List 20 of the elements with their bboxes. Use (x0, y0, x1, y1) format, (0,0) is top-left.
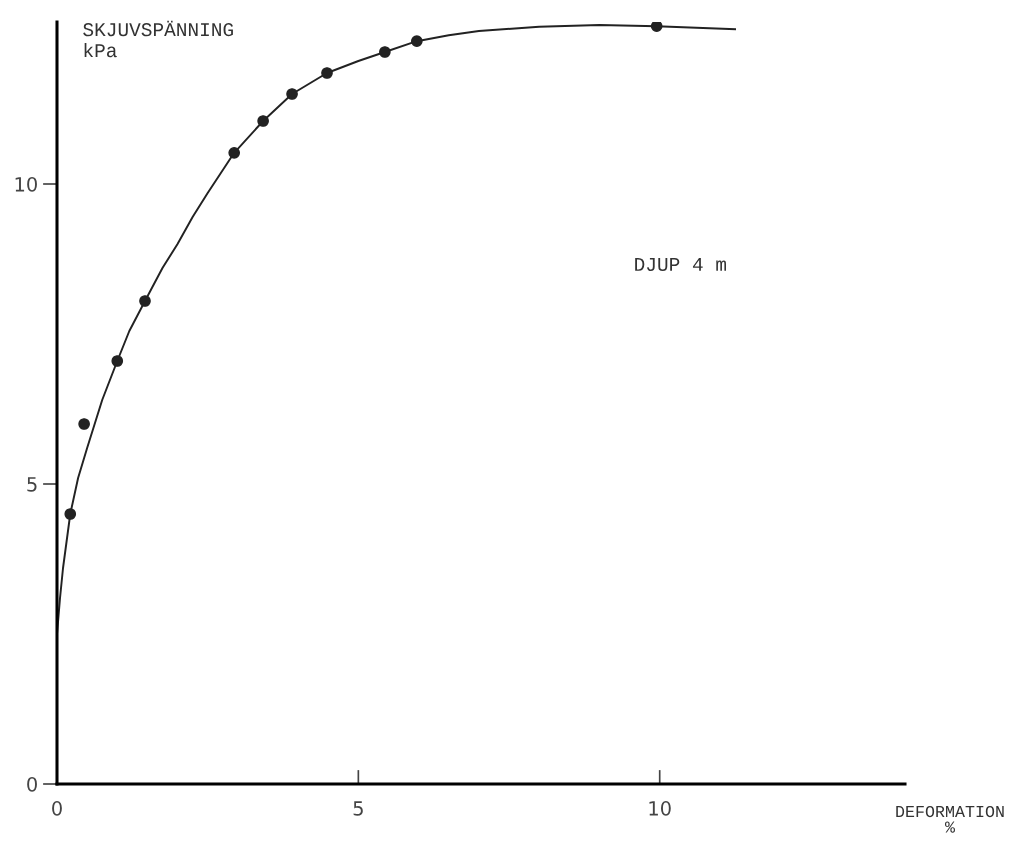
x-tick-label: 0 (52, 801, 62, 816)
point (379, 46, 391, 58)
point (228, 146, 241, 159)
y-axis-title: SKJUVSPÄNNING kPa (83, 20, 233, 58)
x-tick-label: 5 (353, 801, 363, 816)
point (257, 115, 269, 127)
point (111, 355, 124, 367)
point (64, 508, 77, 520)
y-tick-label: 0 (27, 776, 37, 792)
point (321, 67, 333, 79)
point (139, 295, 151, 307)
x-axis-title: DEFORMATION % (896, 805, 1004, 833)
x-tick-label: 10 (649, 801, 671, 816)
point (410, 35, 423, 48)
point (650, 22, 663, 33)
point (78, 418, 90, 430)
annotation: DJUP 4 m (635, 258, 726, 272)
point (286, 88, 298, 100)
y-tick-label: 10 (15, 176, 37, 192)
y-tick-label: 5 (27, 477, 37, 492)
